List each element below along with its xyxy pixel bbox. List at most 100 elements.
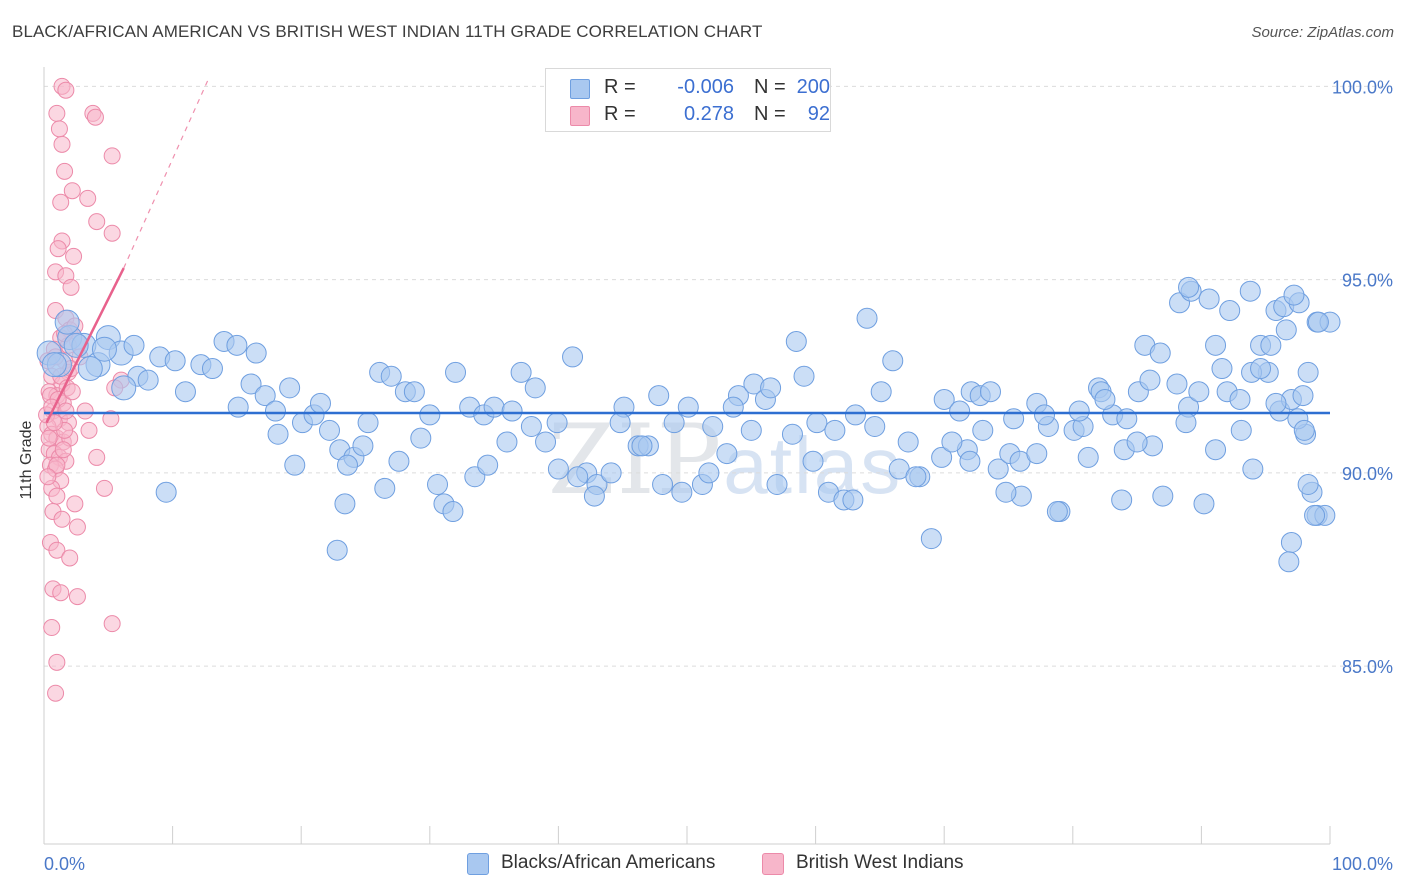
blacks-point [410,427,432,449]
blacks-point [987,458,1009,480]
blacks-point [600,462,622,484]
blacks-point [352,435,374,457]
blacks-point [245,342,267,364]
blacks-point [1293,419,1315,441]
y-tick-label: 95.0% [1342,271,1393,291]
blacks-point [111,375,137,401]
blacks-point [1193,493,1215,515]
legend-row-bwi: R = 0.278 N = 92 [570,102,830,128]
bwi-point [56,162,74,180]
bwi-point [43,619,61,637]
blacks-point [1211,358,1233,380]
bwi-point [54,441,72,459]
blacks-point [326,539,348,561]
bwi-point [48,541,66,559]
blacks-point [1307,311,1329,333]
blacks-point [477,454,499,476]
blacks-point [427,473,449,495]
legend-r-label: R = [604,76,636,98]
bwi-point [61,549,79,567]
blacks-point [1077,446,1099,468]
blacks-point [1292,385,1314,407]
blacks-point [1229,388,1251,410]
blacks-point [652,473,674,495]
bwi-point [52,584,70,602]
blacks-point [419,404,441,426]
blacks-point [870,381,892,403]
blacks-point [240,373,262,395]
bottom-legend-label: Blacks/African Americans [501,852,716,873]
blacks-point [760,377,782,399]
legend-r-value: -0.006 [677,76,734,98]
legend-n-label: N = [754,76,786,98]
blacks-point [309,392,331,414]
blacks-point [501,400,523,422]
blacks-point [496,431,518,453]
blacks-point [1242,458,1264,480]
bwi-point [68,518,86,536]
bwi-point [88,448,106,466]
blacks-point [995,481,1017,503]
blacks-point [279,377,301,399]
blacks-point [567,466,589,488]
legend-swatch-pink [570,106,590,126]
blacks-point [781,423,803,445]
bwi-point [47,684,65,702]
bwi-point [48,487,66,505]
blacks-point [1239,280,1261,302]
blacks-point [137,369,159,391]
blacks-point [842,489,864,511]
bwi-point [76,402,94,420]
blacks-point [882,350,904,372]
legend-row-blacks: R = -0.006 N = 200 [570,75,830,101]
blacks-point [546,412,568,434]
bwi-point [45,414,63,432]
blacks-point [1275,319,1297,341]
trend-lines [44,78,1330,424]
blacks-point [445,361,467,383]
bwi-point [48,653,66,671]
blacks-point [1152,485,1174,507]
blacks-point [979,381,1001,403]
blacks-point [716,443,738,465]
bwi-point [39,468,57,486]
blacks-point [164,350,186,372]
blacks-point [388,450,410,472]
bwi-point [80,421,98,439]
blacks-point [1068,400,1090,422]
bwi-point [53,135,71,153]
legend-r-value: 0.278 [683,103,734,125]
bwi-point [86,108,104,126]
x-tick-label-max: 100.0% [1332,854,1393,874]
bwi-point [95,479,113,497]
legend-r-label: R = [604,103,636,125]
blacks-point [583,485,605,507]
blacks-point [1046,501,1068,523]
bwi-point [49,240,67,258]
blacks-point [793,365,815,387]
blacks-point [1094,388,1116,410]
blacks-point [264,400,286,422]
blacks-point [1297,473,1319,495]
watermark-zip: ZIP [548,404,724,516]
blacks-point [609,412,631,434]
blacks-point [155,481,177,503]
blacks-point [972,419,994,441]
blacks-point [1219,300,1241,322]
bwi-point [48,104,66,122]
x-tick-label-min: 0.0% [44,854,85,874]
blacks-point [1283,284,1305,306]
blacks-point [524,377,546,399]
blacks-point [785,330,807,352]
blacks-point [856,307,878,329]
bwi-point [48,456,66,474]
bwi-point [79,189,97,207]
blacks-point [77,356,103,382]
blacks-point [864,416,886,438]
blacks-point [1278,551,1300,573]
blacks-point [334,493,356,515]
blacks-point [824,419,846,441]
blacks-point [897,431,919,453]
bwi-trend-line [45,267,125,424]
